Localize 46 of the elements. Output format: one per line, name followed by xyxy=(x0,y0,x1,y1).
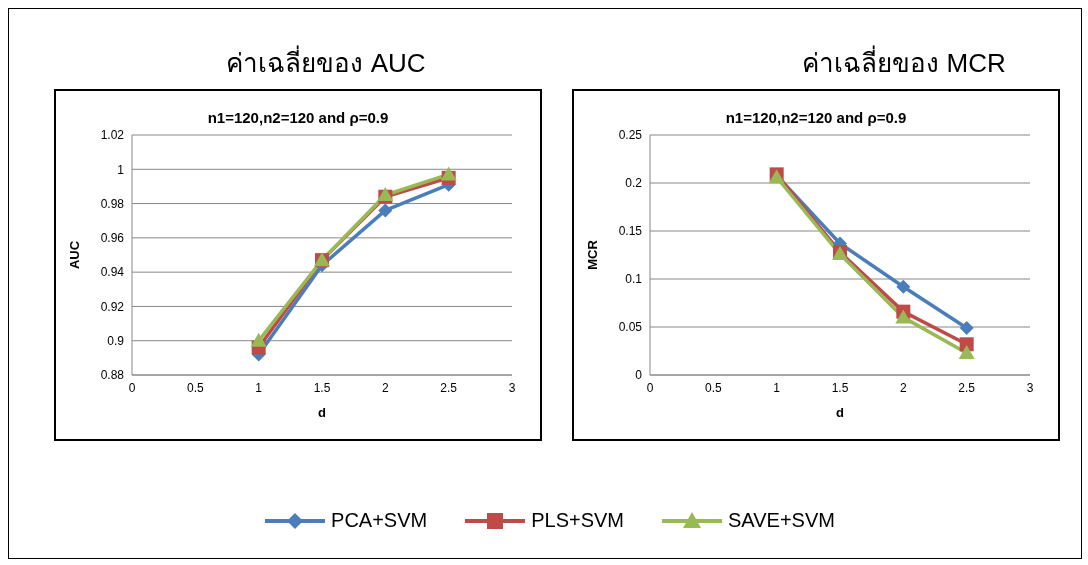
x-tick-label: 3 xyxy=(1026,380,1034,395)
y-tick-label: 0.88 xyxy=(100,368,125,383)
x-tick-label: 0 xyxy=(646,380,654,395)
chart-subtitle: n1=120,n2=120 and ρ=0.9 xyxy=(724,109,908,128)
x-axis-title: d xyxy=(318,405,327,420)
y-tick-label: 0 xyxy=(635,368,643,383)
x-tick-label: 2 xyxy=(899,380,907,395)
y-tick-label: 0.05 xyxy=(618,320,643,335)
x-tick-label: 0.5 xyxy=(704,380,722,395)
y-axis-title: MCR xyxy=(584,239,600,270)
y-tick-label: 0.2 xyxy=(625,176,643,191)
point xyxy=(440,166,457,181)
point xyxy=(378,203,393,218)
point xyxy=(250,332,267,347)
x-tick-label: 0 xyxy=(128,380,136,395)
x-axis-title: d xyxy=(836,405,845,420)
y-tick-label: 0.25 xyxy=(618,128,643,143)
x-tick-label: 2.5 xyxy=(958,380,976,395)
y-tick-label: 1.02 xyxy=(100,128,125,143)
point xyxy=(895,309,912,324)
x-tick-label: 3 xyxy=(508,380,516,395)
legend-label: PCA+SVM xyxy=(331,509,428,532)
chart-subtitle: n1=120,n2=120 and ρ=0.9 xyxy=(206,109,390,128)
y-tick-label: 0.92 xyxy=(100,299,125,314)
x-tick-label: 1 xyxy=(773,380,781,395)
y-tick-label: 1 xyxy=(117,162,125,177)
chart-title: ค่าเฉลี่ยของ AUC xyxy=(225,44,427,80)
point xyxy=(896,279,911,294)
y-tick-label: 0.94 xyxy=(100,265,125,280)
point xyxy=(959,320,974,335)
y-tick-label: 0.15 xyxy=(618,224,643,239)
legend-label: SAVE+SVM xyxy=(728,509,835,532)
y-tick-label: 0.96 xyxy=(100,231,125,246)
x-tick-label: 1.5 xyxy=(313,380,331,395)
y-tick-label: 0.9 xyxy=(107,333,125,348)
y-axis-title: AUC xyxy=(66,240,82,270)
x-tick-label: 1 xyxy=(255,380,263,395)
point xyxy=(958,344,975,359)
y-tick-label: 0.1 xyxy=(625,272,643,287)
chart-title: ค่าเฉลี่ยของ MCR xyxy=(801,44,1007,80)
legend-label: PLS+SVM xyxy=(531,509,625,532)
x-tick-label: 1.5 xyxy=(831,380,849,395)
x-tick-label: 2 xyxy=(381,380,389,395)
x-tick-label: 0.5 xyxy=(186,380,204,395)
x-tick-label: 2.5 xyxy=(440,380,458,395)
y-tick-label: 0.98 xyxy=(100,196,125,211)
